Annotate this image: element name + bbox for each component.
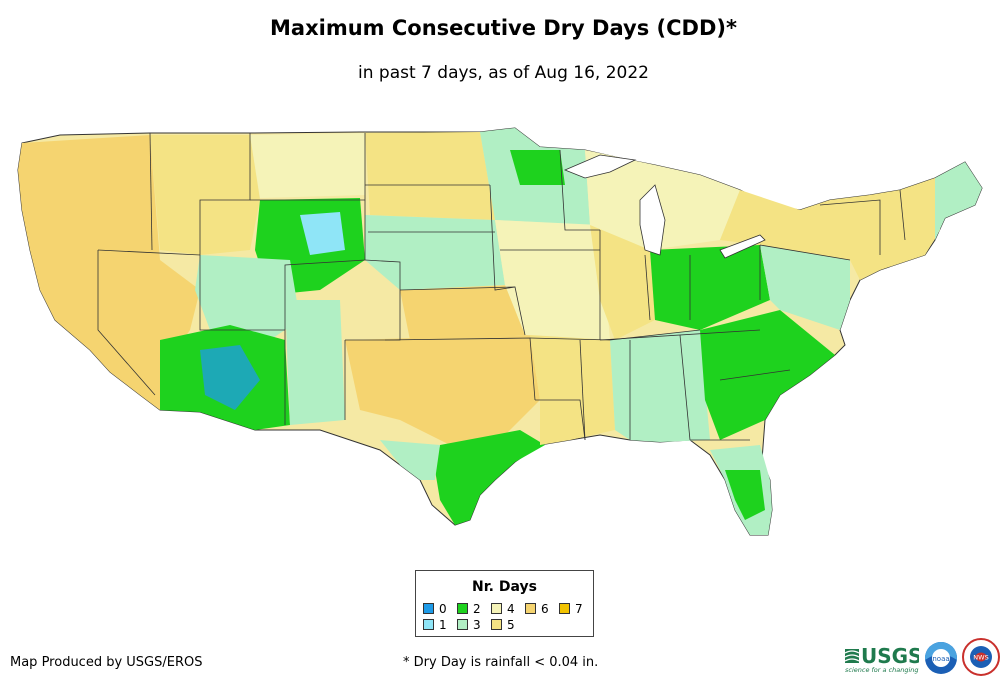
legend-swatch-3 [457,619,468,630]
noaa-text: noaa [932,655,949,663]
patch-idaho-5days [150,135,260,255]
patch-northeast-5days [720,178,940,280]
legend-title: Nr. Days [472,579,537,595]
legend-item-3: 3 [457,619,481,631]
dry-day-patches [18,128,982,535]
patch-minnesota-north-2days [510,150,565,185]
lake-superior [563,154,637,179]
patch-southeast-2days [700,310,835,440]
patch-texas-6days [345,335,540,445]
map-title: Maximum Consecutive Dry Days (CDD)* [270,16,737,40]
patch-great-lakes-4days [585,150,740,250]
legend-item-1: 1 [423,619,447,631]
legend-item-7: 7 [559,603,583,615]
usgs-wordmark: USGS [861,644,919,668]
footnote: * Dry Day is rainfall < 0.04 in. [403,655,599,670]
map-subtitle: in past 7 days, as of Aug 16, 2022 [358,63,649,83]
patch-arkansas-louisiana-5days [530,335,615,445]
patch-west-6days [18,135,200,410]
map-credit: Map Produced by USGS/EROS [10,655,203,670]
patch-appalachia-3days [760,245,850,330]
patch-florida-2days [725,470,765,520]
noaa-logo: noaa [925,642,957,674]
patch-kansas-6days [400,285,525,340]
patch-texas-coast-2days [435,430,545,525]
legend-item-0: 0 [423,603,447,615]
legend-item-2: 2 [457,603,481,615]
legend-swatch-7 [559,603,570,614]
legend-swatch-6 [525,603,536,614]
patch-illinois-5days [590,225,655,340]
legend-swatch-0 [423,603,434,614]
nws-text: NWS [973,654,988,662]
patch-south-texas-3days [380,440,440,480]
lake-michigan [639,184,666,256]
legend: Nr. Days 0 1 2 3 4 5 6 7 [415,570,594,637]
usgs-logo: USGS science for a changing world [844,644,919,674]
legend-swatch-5 [491,619,502,630]
legend-swatch-4 [491,603,502,614]
patch-montana-4days [250,133,365,198]
legend-item-6: 6 [525,603,549,615]
patch-colorado-1day [300,212,345,255]
lake-erie [719,234,766,259]
state-boundaries [97,132,906,441]
patch-maine-3days [935,162,982,240]
patch-ohio-valley-2days [650,245,770,330]
legend-swatch-2 [457,603,468,614]
legend-item-4: 4 [491,603,515,615]
nws-logo: NWS [962,638,1000,676]
patch-dakotas-5days [365,132,495,220]
patch-utah-3days [195,255,300,340]
patch-arizona-0days [200,345,260,410]
patch-newmexico-3days [285,300,345,425]
usgs-tagline: science for a changing world [845,666,919,674]
legend-swatch-1 [423,619,434,630]
legend-item-5: 5 [491,619,515,631]
patch-deep-south-3days [610,330,710,442]
